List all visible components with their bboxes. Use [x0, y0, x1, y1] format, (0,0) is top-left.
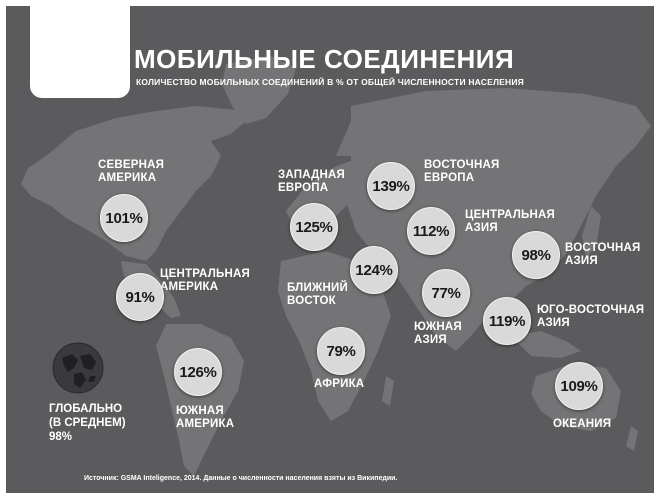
source-note: Источник: GSMA Inteligence, 2014. Данные… — [84, 475, 398, 482]
region-value-middle-east: 124% — [350, 246, 398, 294]
region-label-south-east-asia: ЮГО-ВОСТОЧНАЯ АЗИЯ — [537, 304, 645, 329]
global-average-label: ГЛОБАЛЬНО (В СРЕДНЕМ) — [49, 403, 126, 429]
region-value-central-asia: 112% — [407, 207, 455, 255]
region-value-south-america: 126% — [174, 348, 222, 396]
region-label-africa: АФРИКА — [314, 378, 365, 390]
page-title: МОБИЛЬНЫЕ СОЕДИНЕНИЯ — [134, 44, 515, 74]
region-value-central-america: 91% — [116, 273, 164, 321]
region-value-africa: 79% — [317, 327, 365, 375]
region-label-middle-east: БЛИЖНИЙ ВОСТОК — [287, 282, 348, 307]
region-value-eastern-europe: 139% — [367, 162, 415, 210]
region-value-south-east-asia: 119% — [483, 297, 531, 345]
region-label-south-america: ЮЖНАЯ АМЕРИКА — [176, 405, 235, 430]
page-subtitle: КОЛИЧЕСТВО МОБИЛЬНЫХ СОЕДИНЕНИЙ В % ОТ О… — [136, 77, 524, 87]
region-label-east-asia: ВОСТОЧНАЯ АЗИЯ — [565, 242, 641, 267]
region-value-east-asia: 98% — [512, 231, 560, 279]
region-label-central-america: ЦЕНТРАЛЬНАЯ АМЕРИКА — [160, 268, 250, 293]
corner-tab — [30, 6, 130, 98]
region-value-oceania: 109% — [555, 362, 603, 410]
infographic: МОБИЛЬНЫЕ СОЕДИНЕНИЯ КОЛИЧЕСТВО МОБИЛЬНЫ… — [6, 6, 654, 493]
region-label-western-europe: ЗАПАДНАЯ ЕВРОПА — [278, 169, 346, 194]
region-value-south-asia: 77% — [422, 269, 470, 317]
region-value-north-america: 101% — [100, 194, 148, 242]
region-label-eastern-europe: ВОСТОЧНАЯ ЕВРОПА — [424, 159, 500, 184]
globe-icon — [52, 342, 104, 394]
region-label-central-asia: ЦЕНТРАЛЬНАЯ АЗИЯ — [465, 209, 555, 234]
region-label-oceania: ОКЕАНИЯ — [553, 418, 612, 430]
region-value-western-europe: 125% — [290, 203, 338, 251]
global-average-value: 98% — [49, 431, 73, 443]
region-label-south-asia: ЮЖНАЯ АЗИЯ — [414, 321, 462, 346]
region-label-north-america: СЕВЕРНАЯ АМЕРИКА — [98, 159, 165, 184]
